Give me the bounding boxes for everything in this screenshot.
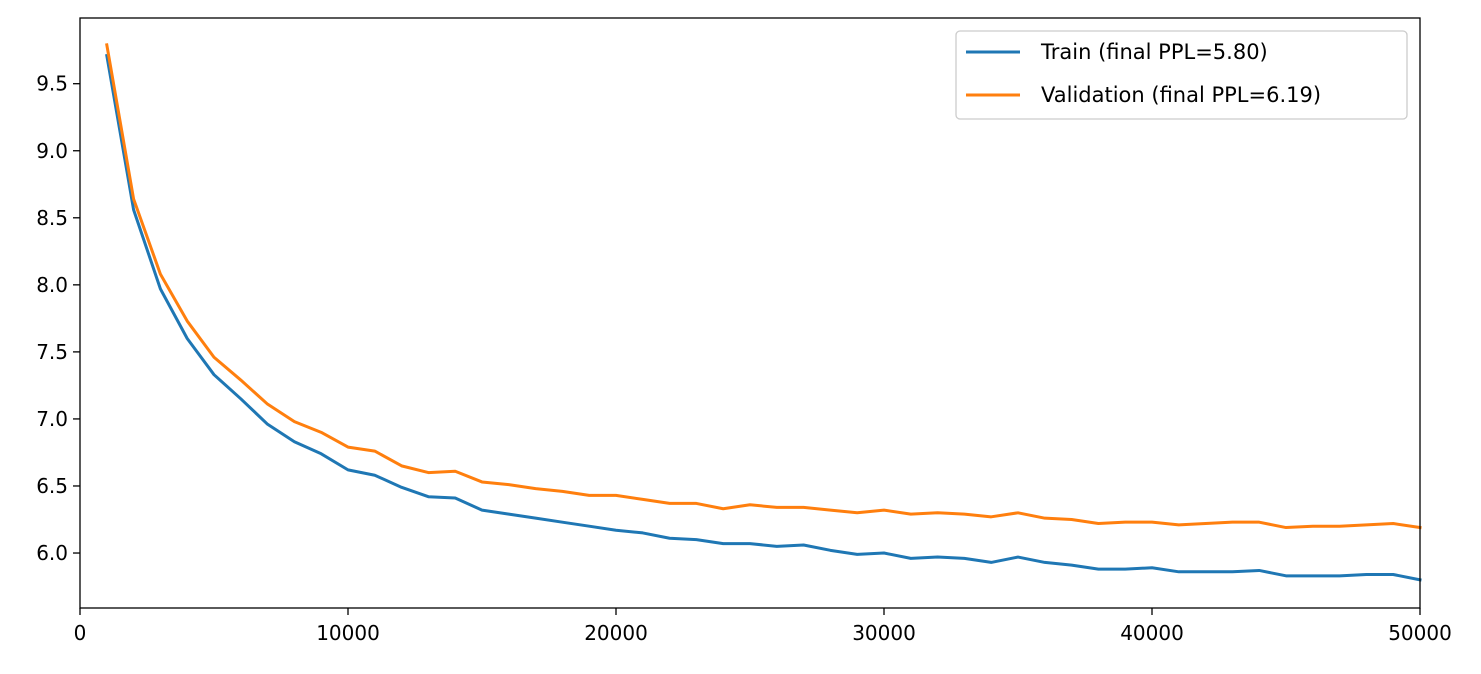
x-tick-label: 20000 <box>584 621 648 645</box>
y-tick-label: 6.5 <box>36 474 68 498</box>
y-tick-label: 8.0 <box>36 273 68 297</box>
plot-frame <box>79 17 1421 609</box>
y-tick-label: 6.0 <box>36 541 68 565</box>
y-tick-label: 9.5 <box>36 72 68 96</box>
x-tick-label: 30000 <box>852 621 916 645</box>
series-layer <box>105 43 1422 582</box>
legend-label-train: Train (final PPL=5.80) <box>1040 40 1268 64</box>
series-line-train <box>105 53 1422 582</box>
x-tick-label: 40000 <box>1120 621 1184 645</box>
legend: Train (final PPL=5.80) Validation (final… <box>955 30 1408 120</box>
x-axis: 0 10000 20000 30000 40000 50000 <box>74 608 1452 645</box>
series-line-validation <box>105 43 1422 530</box>
y-tick-label: 9.0 <box>36 139 68 163</box>
x-tick-label: 0 <box>74 621 87 645</box>
x-tick-label: 10000 <box>316 621 380 645</box>
y-tick-label: 7.0 <box>36 407 68 431</box>
y-tick-label: 8.5 <box>36 206 68 230</box>
y-tick-label: 7.5 <box>36 340 68 364</box>
y-axis: 6.0 6.5 7.0 7.5 8.0 8.5 9.0 9.5 <box>36 72 80 565</box>
legend-box <box>955 30 1408 120</box>
x-tick-label: 50000 <box>1388 621 1452 645</box>
legend-label-validation: Validation (final PPL=6.19) <box>1041 83 1321 107</box>
